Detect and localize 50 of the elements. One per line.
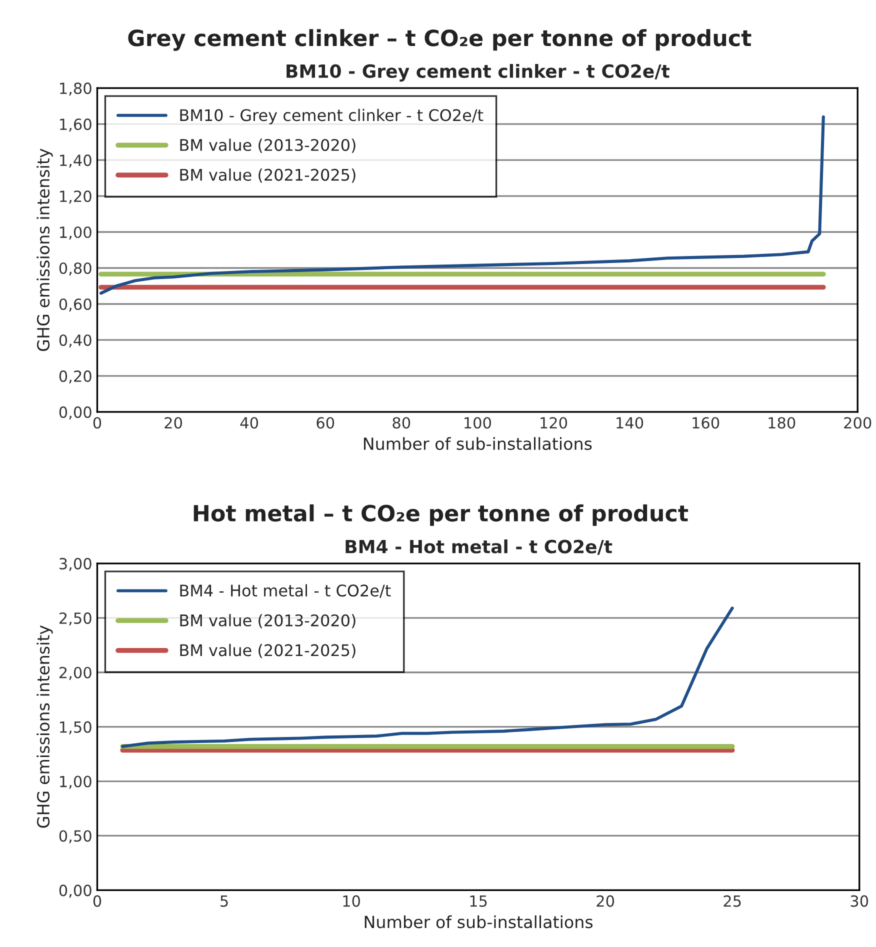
x-tick-label: 10 [343, 895, 360, 907]
y-tick-label: 0,50 [59, 830, 92, 844]
y-tick-label: 1,00 [60, 776, 92, 789]
y-tick-label: 1,40 [60, 154, 92, 168]
x-axis-title: Number of sub-installations [364, 915, 593, 928]
legend-label: BM10 - Grey cement clinker - t CO2e/t [180, 108, 484, 124]
x-axis-title: Number of sub-installations [364, 437, 592, 450]
x-tick-label: 0 [93, 417, 102, 429]
chart-subtitle: BM10 - Grey cement clinker - t CO2e/t [286, 64, 670, 82]
x-tick-label: 0 [93, 895, 102, 907]
x-tick-label: 30 [850, 895, 868, 907]
y-tick-label: 1,80 [60, 82, 92, 96]
y-axis-title: GHG emissions intensity [36, 625, 53, 828]
x-tick-label: 200 [844, 417, 872, 429]
x-tick-label: 40 [240, 417, 258, 429]
legend-label: BM value (2021-2025) [180, 168, 356, 183]
x-tick-label: 20 [596, 895, 614, 907]
y-tick-label: 0,20 [59, 370, 92, 384]
chart-title: Grey cement clinker – t CO₂e per tonne of product [128, 29, 752, 51]
legend-label: BM value (2013-2020) [180, 614, 356, 628]
x-tick-label: 15 [470, 896, 487, 907]
x-tick-label: 5 [220, 896, 228, 907]
y-tick-label: 1,00 [60, 226, 92, 240]
chart-subtitle: BM4 - Hot metal - t CO2e/t [346, 539, 612, 555]
x-tick-label: 25 [724, 895, 741, 907]
x-tick-label: 20 [164, 417, 182, 429]
x-tick-label: 120 [540, 417, 568, 429]
line-series [121, 606, 734, 748]
x-tick-label: 80 [392, 417, 410, 429]
y-tick-label: 0,00 [59, 884, 92, 898]
chart-title: Hot metal – t CO₂e per tonne of product [194, 504, 688, 526]
y-tick-label: 1,50 [60, 721, 92, 734]
x-tick-label: 140 [616, 417, 644, 429]
y-tick-label: 0,40 [59, 334, 92, 348]
x-tick-label: 160 [692, 417, 720, 429]
x-tick-label: 100 [464, 417, 491, 429]
y-tick-label: 3,00 [60, 558, 92, 572]
y-tick-label: 0,80 [59, 262, 92, 276]
y-tick-label: 0,00 [59, 406, 92, 420]
legend-label: BM4 - Hot metal - t CO2e/t [180, 584, 391, 598]
x-tick-label: 180 [768, 417, 796, 429]
legend-label: BM value (2021-2025) [180, 644, 356, 658]
legend-label: BM value (2013-2020) [180, 138, 356, 153]
y-tick-label: 0,60 [59, 298, 92, 312]
y-tick-label: 1,60 [60, 118, 92, 132]
y-tick-label: 1,20 [60, 190, 92, 204]
y-tick-label: 2,50 [59, 612, 92, 626]
y-tick-label: 2,00 [59, 666, 92, 680]
y-axis-title: GHG emissions intensity [36, 148, 53, 351]
x-tick-label: 60 [316, 417, 334, 429]
